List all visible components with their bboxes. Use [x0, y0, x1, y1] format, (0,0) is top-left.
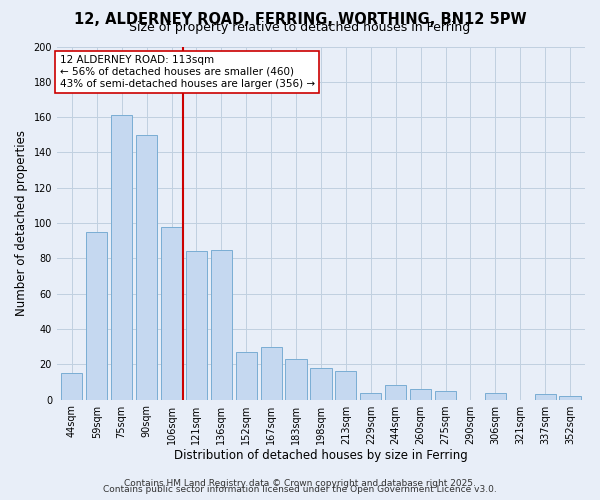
Bar [260, 346, 282, 400]
Bar [86, 232, 107, 400]
Bar [111, 116, 132, 400]
Bar [186, 252, 207, 400]
X-axis label: Distribution of detached houses by size in Ferring: Distribution of detached houses by size … [174, 450, 468, 462]
Text: Size of property relative to detached houses in Ferring: Size of property relative to detached ho… [130, 22, 470, 35]
Bar [385, 386, 406, 400]
Y-axis label: Number of detached properties: Number of detached properties [15, 130, 28, 316]
Text: Contains public sector information licensed under the Open Government Licence v3: Contains public sector information licen… [103, 485, 497, 494]
Bar [286, 359, 307, 400]
Bar [161, 226, 182, 400]
Bar [410, 389, 431, 400]
Bar [211, 250, 232, 400]
Text: Contains HM Land Registry data © Crown copyright and database right 2025.: Contains HM Land Registry data © Crown c… [124, 478, 476, 488]
Text: 12 ALDERNEY ROAD: 113sqm
← 56% of detached houses are smaller (460)
43% of semi-: 12 ALDERNEY ROAD: 113sqm ← 56% of detach… [59, 56, 314, 88]
Bar [61, 373, 82, 400]
Bar [535, 394, 556, 400]
Bar [360, 392, 382, 400]
Bar [485, 392, 506, 400]
Text: 12, ALDERNEY ROAD, FERRING, WORTHING, BN12 5PW: 12, ALDERNEY ROAD, FERRING, WORTHING, BN… [74, 12, 526, 26]
Bar [435, 391, 456, 400]
Bar [335, 372, 356, 400]
Bar [236, 352, 257, 400]
Bar [559, 396, 581, 400]
Bar [310, 368, 332, 400]
Bar [136, 135, 157, 400]
